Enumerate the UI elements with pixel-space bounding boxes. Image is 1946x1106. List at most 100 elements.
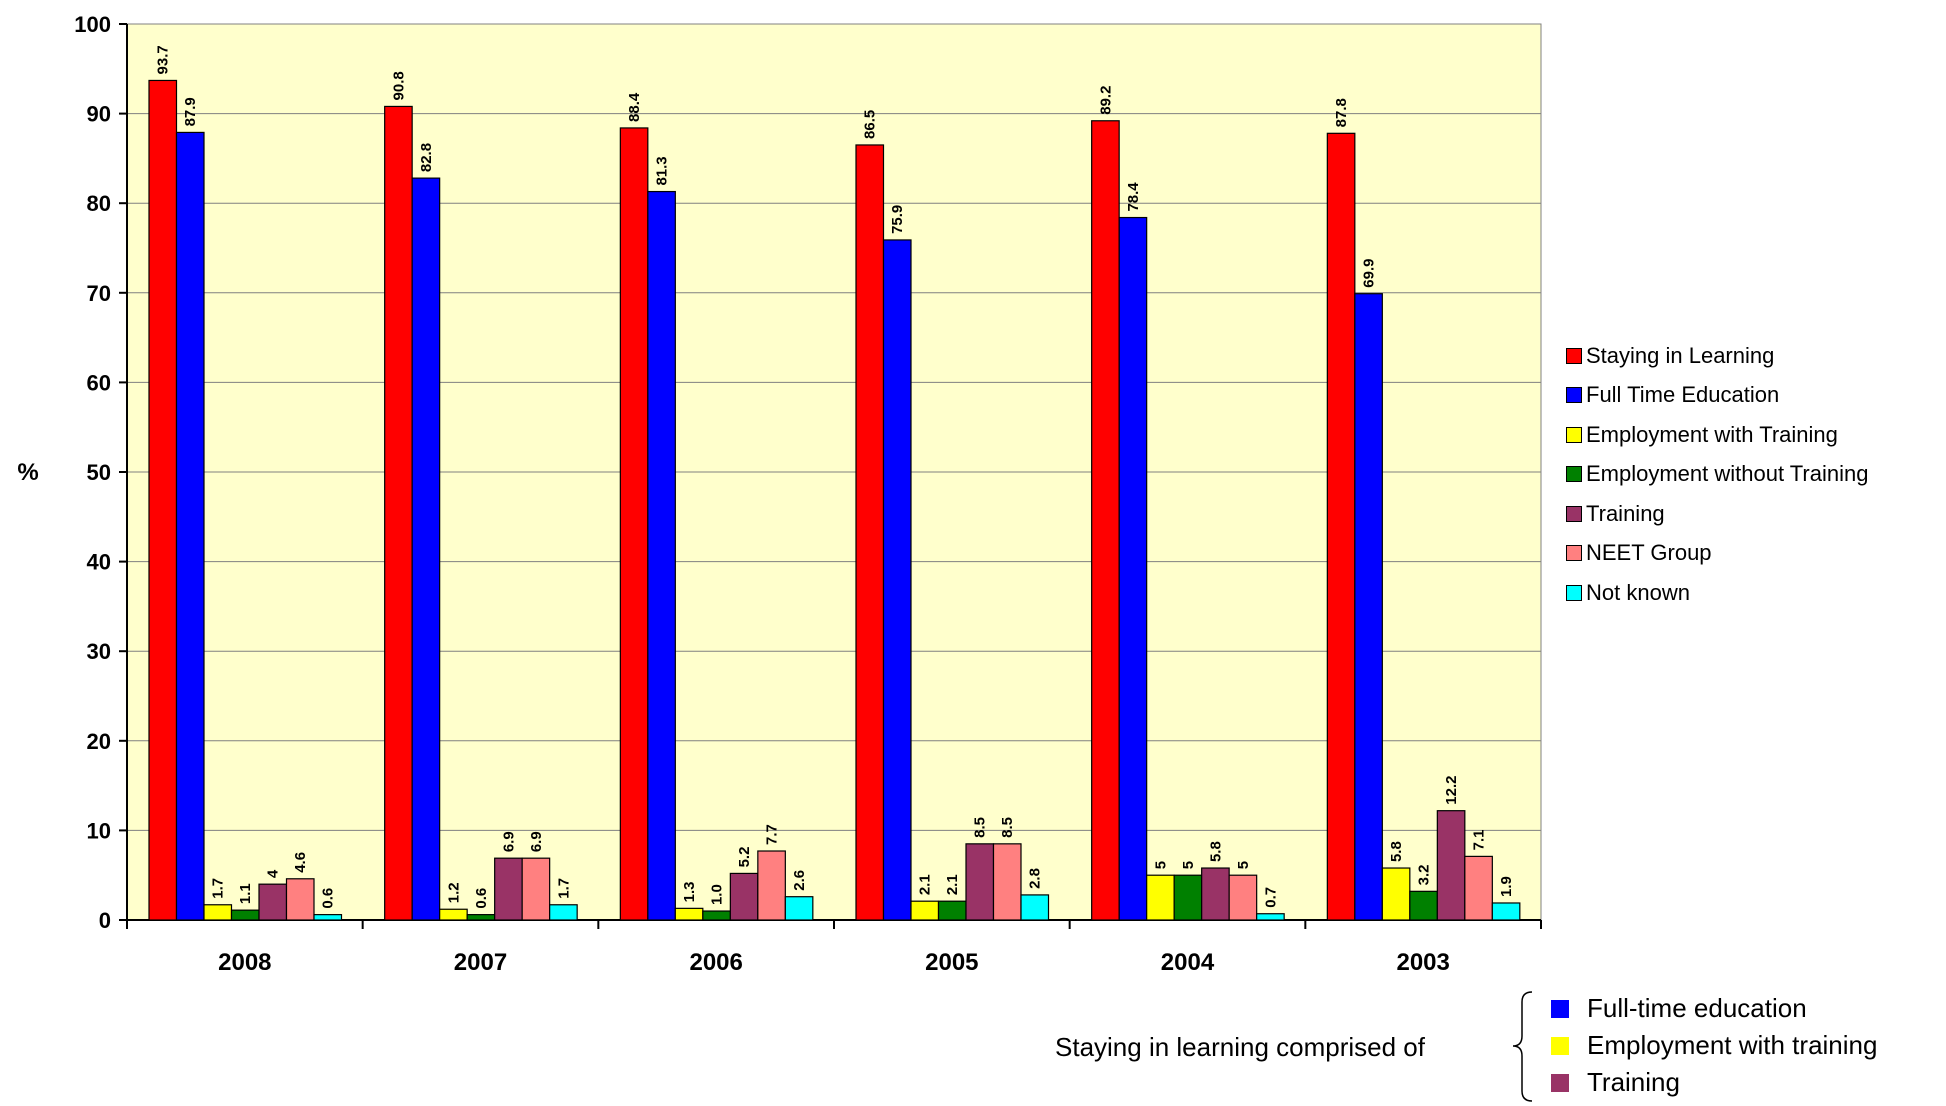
legend-swatch [1566, 387, 1582, 404]
data-label: 0.6 [320, 888, 337, 909]
bar [1354, 293, 1383, 921]
bar [882, 239, 912, 921]
data-label: 5.8 [1207, 841, 1224, 862]
bar [1464, 855, 1493, 921]
bar [230, 909, 260, 921]
legend-swatch [1566, 545, 1582, 562]
legend-label: Employment without Training [1586, 461, 1869, 487]
data-label: 7.1 [1471, 830, 1488, 851]
legend-item: Employment without Training [1566, 455, 1946, 495]
y-tick-label: 0 [99, 908, 111, 933]
legend-swatch [1566, 584, 1582, 601]
x-tick-label: 2008 [218, 949, 271, 976]
data-label: 82.8 [418, 143, 435, 172]
data-label: 1.9 [1498, 876, 1515, 897]
bar [411, 177, 441, 921]
legend-swatch [1566, 426, 1582, 443]
bar [1436, 810, 1466, 921]
legend-label: Full Time Education [1586, 382, 1780, 408]
composition-note-item: Full-time education [1551, 990, 1877, 1027]
data-label: 2.1 [944, 874, 961, 895]
y-tick-label: 10 [87, 818, 111, 843]
bar [619, 127, 649, 921]
composition-note-label: Training [1587, 1067, 1680, 1097]
composition-note: Staying in learning comprised of Full-ti… [1055, 990, 1946, 1105]
y-tick-label: 50 [87, 460, 111, 485]
bar [439, 908, 468, 921]
data-label: 86.5 [862, 110, 879, 139]
legend-label: Not known [1586, 579, 1690, 605]
y-axis-label: % [17, 459, 38, 486]
data-label: 5 [1235, 861, 1252, 869]
data-label: 1.0 [709, 884, 726, 905]
legend-swatch [1566, 466, 1582, 483]
bar [1173, 874, 1203, 921]
bar [466, 914, 496, 921]
y-tick-label: 100 [74, 12, 111, 37]
bar [965, 843, 995, 921]
y-tick-label: 70 [87, 281, 111, 306]
legend: Staying in Learning Full Time Education Em… [1566, 336, 1946, 613]
composition-note-text: Staying in learning comprised of [1055, 1032, 1425, 1062]
bar [855, 144, 885, 921]
bar [729, 872, 759, 921]
data-label: 1.7 [210, 878, 227, 899]
data-label: 8.5 [972, 817, 989, 838]
data-label: 2.1 [917, 874, 934, 895]
bar [1091, 120, 1120, 921]
y-tick-label: 60 [87, 370, 111, 395]
data-label: 1.2 [445, 882, 462, 903]
data-label: 12.2 [1443, 775, 1460, 804]
data-label: 4.6 [292, 852, 309, 873]
data-label: 7.7 [764, 824, 781, 845]
data-label: 2.6 [791, 870, 808, 891]
legend-item: Not known [1566, 573, 1946, 613]
legend-swatch [1566, 505, 1582, 522]
bar [258, 883, 288, 921]
composition-note-item: Employment with training [1551, 1027, 1877, 1064]
bar [1491, 902, 1521, 921]
bar [148, 79, 178, 921]
data-label: 4 [265, 869, 282, 878]
legend-item: Training [1566, 494, 1946, 534]
x-tick-label: 2007 [454, 949, 507, 976]
x-tick-label: 2003 [1396, 949, 1449, 976]
bar [1326, 132, 1356, 921]
bar [992, 843, 1022, 921]
legend-item: Employment with Training [1566, 415, 1946, 455]
data-label: 0.7 [1262, 887, 1279, 908]
legend-item: Full Time Education [1566, 376, 1946, 416]
bar [1201, 867, 1230, 921]
data-label: 5.8 [1388, 841, 1405, 862]
data-label: 6.9 [528, 831, 545, 852]
data-label: 5 [1180, 861, 1197, 869]
bar [674, 907, 704, 921]
brace-icon [1512, 991, 1533, 1102]
legend-label: Staying in Learning [1586, 342, 1775, 368]
bar [702, 910, 731, 921]
data-label: 69.9 [1361, 258, 1378, 287]
bar [549, 904, 578, 921]
y-tick-label: 90 [87, 102, 111, 127]
composition-note-item: Training [1551, 1064, 1877, 1101]
y-tick-label: 20 [87, 729, 111, 754]
x-tick-label: 2004 [1161, 949, 1215, 976]
data-label: 6.9 [500, 831, 517, 852]
composition-note-list: Full-time education Employment with train… [1551, 990, 1877, 1101]
composition-note-swatch [1551, 999, 1569, 1018]
data-label: 90.8 [390, 71, 407, 100]
data-label: 5 [1152, 861, 1169, 869]
data-label: 93.7 [155, 45, 172, 74]
legend-label: NEET Group [1586, 540, 1712, 566]
bar [937, 900, 967, 921]
bar [910, 900, 940, 921]
bar [1118, 216, 1148, 921]
bar [521, 857, 551, 921]
data-label: 88.4 [626, 92, 643, 122]
data-label: 78.4 [1125, 182, 1142, 212]
bar [203, 904, 233, 921]
data-label: 87.8 [1333, 98, 1350, 127]
bar [175, 131, 205, 921]
data-label: 2.8 [1027, 868, 1044, 889]
bar [285, 878, 315, 921]
